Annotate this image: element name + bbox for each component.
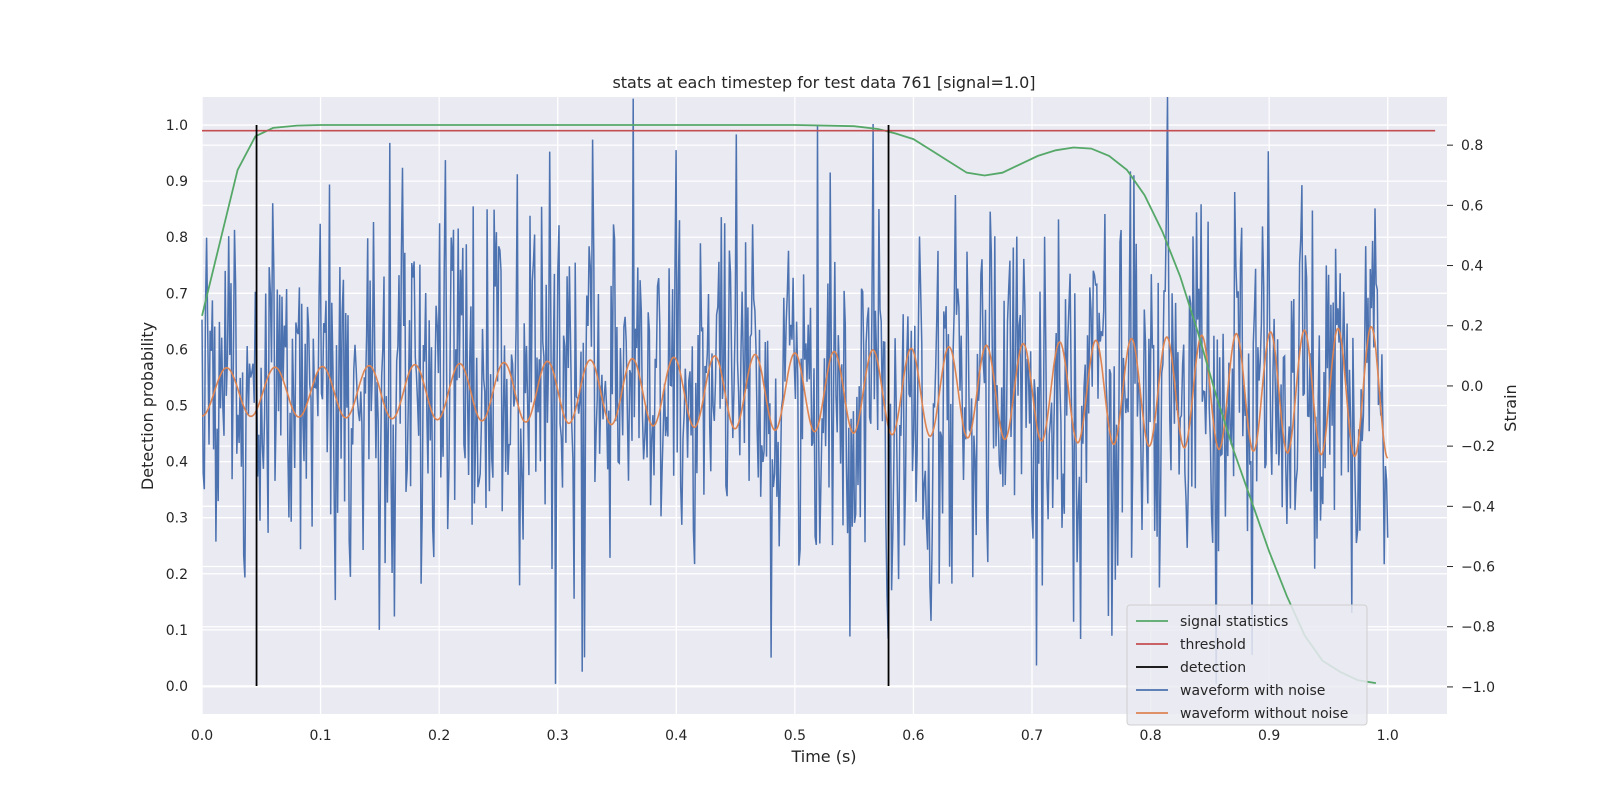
signal-statistics-line (201, 124, 1377, 684)
legend-label-signal-statistics: signal statistics (1180, 614, 1288, 630)
y-left-tick-label: 0.7 (166, 286, 188, 302)
x-tick-label: 0.1 (309, 728, 331, 744)
legend-label-threshold: threshold (1180, 637, 1246, 653)
legend-label-detection: detection (1180, 660, 1246, 676)
x-tick-label: 0.8 (1139, 728, 1161, 744)
x-tick-label: 0.4 (665, 728, 687, 744)
waveform-with-noise-line (201, 96, 1389, 684)
y-left-tick-label: 0.9 (166, 174, 188, 190)
waveform-with-noise-layer (201, 96, 1389, 684)
y-right-tick-label: 0.0 (1461, 379, 1483, 395)
y-left-tick-label: 0.8 (166, 230, 188, 246)
y-right-tick-label: 0.8 (1461, 138, 1483, 154)
y-right-tick-label: −0.6 (1461, 560, 1495, 576)
legend: signal statistics threshold detection wavef… (1126, 604, 1368, 726)
legend-box (1126, 604, 1368, 726)
tick-labels: 0.0 0.1 0.2 0.3 0.4 0.5 0.6 0.7 0.8 0.9 1.0 0.0 0.1 0… (166, 118, 1495, 744)
signal-statistics-layer (201, 124, 1377, 684)
detection-layer (255, 125, 890, 686)
x-tick-label: 0.5 (784, 728, 806, 744)
y-right-tick-label: −0.8 (1461, 620, 1495, 636)
x-tick-label: 0.7 (1021, 728, 1043, 744)
y-left-tick-label: 0.6 (166, 342, 188, 358)
y-left-tick-label: 0.5 (166, 399, 188, 415)
legend-label-waveform-without-noise: waveform without noise (1180, 706, 1348, 722)
y-right-tick-label: 0.2 (1461, 319, 1483, 335)
x-tick-label: 0.6 (902, 728, 924, 744)
y-right-tick-label: −1.0 (1461, 680, 1495, 696)
y-left-tick-label: 0.1 (166, 623, 188, 639)
legend-items: signal statistics threshold detection wavef… (1136, 614, 1348, 722)
x-tick-label: 0.2 (428, 728, 450, 744)
y-left-tick-label: 0.2 (166, 567, 188, 583)
y-left-tick-label: 1.0 (166, 118, 188, 134)
y-right-tick-label: −0.4 (1461, 499, 1495, 515)
y-axis-label-left: Detection probability (138, 322, 157, 490)
y-right-tick-label: 0.6 (1461, 198, 1483, 214)
waveform-without-noise-layer (201, 325, 1389, 459)
x-tick-label: 0.3 (547, 728, 569, 744)
y-right-tick-label: 0.4 (1461, 259, 1483, 275)
y-right-tick-label: −0.2 (1461, 439, 1495, 455)
x-tick-label: 0.9 (1258, 728, 1280, 744)
y-axis-label-right: Strain (1501, 384, 1520, 431)
x-tick-label: 1.0 (1377, 728, 1399, 744)
legend-label-waveform-with-noise: waveform with noise (1180, 683, 1325, 699)
y-left-tick-label: 0.4 (166, 455, 188, 471)
waveform-without-noise-line (201, 325, 1389, 459)
y-left-tick-label: 0.0 (166, 679, 188, 695)
y-left-tick-label: 0.3 (166, 511, 188, 527)
x-axis-label: Time (s) (790, 747, 856, 766)
x-tick-label: 0.0 (191, 728, 213, 744)
chart-title: stats at each timestep for test data 761… (612, 73, 1035, 92)
